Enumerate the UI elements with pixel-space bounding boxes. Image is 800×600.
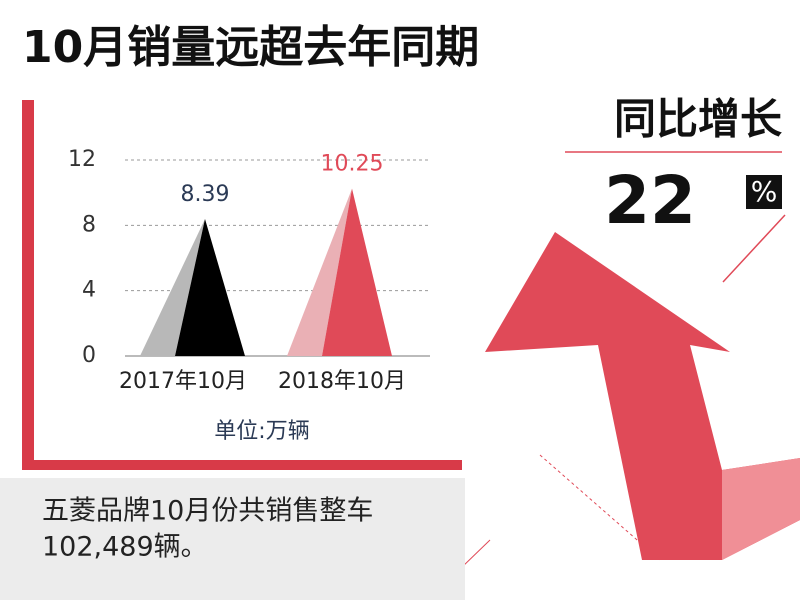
panel-edge [22,460,462,470]
chart: 0 4 8 12 2017年10月 8.39 2018年10月 10.25 [68,147,430,394]
caption-line: 102,489辆。 [42,532,208,563]
unit-box [746,175,782,209]
unit-label: 单位:万辆 [214,419,309,444]
panel [34,100,460,460]
deco-line [539,454,661,561]
title: 10月销量远超去年同期 [22,22,479,73]
bar [322,188,392,356]
y-tick-label: 4 [82,278,96,303]
growth-label: 同比增长 [614,95,782,144]
growth-unit: % [751,175,778,208]
value-label: 10.25 [321,152,384,177]
bar-shade [287,188,352,356]
x-tick-label: 2017年10月 [119,369,247,394]
deco-line [722,214,786,283]
arrow-shade [722,458,800,560]
panel-edge [22,100,34,470]
y-tick-label: 0 [82,343,96,368]
y-tick-label: 8 [82,212,96,237]
bar-shade [140,218,205,356]
x-tick-label: 2018年10月 [278,369,406,394]
value-label: 8.39 [181,182,230,207]
bar [175,218,245,356]
caption-line: 五菱品牌10月份共销售整车 [42,496,373,527]
y-tick-label: 12 [68,147,96,172]
growth-value: 22 [604,162,696,239]
caption-box [0,478,465,600]
arrow [485,232,800,560]
